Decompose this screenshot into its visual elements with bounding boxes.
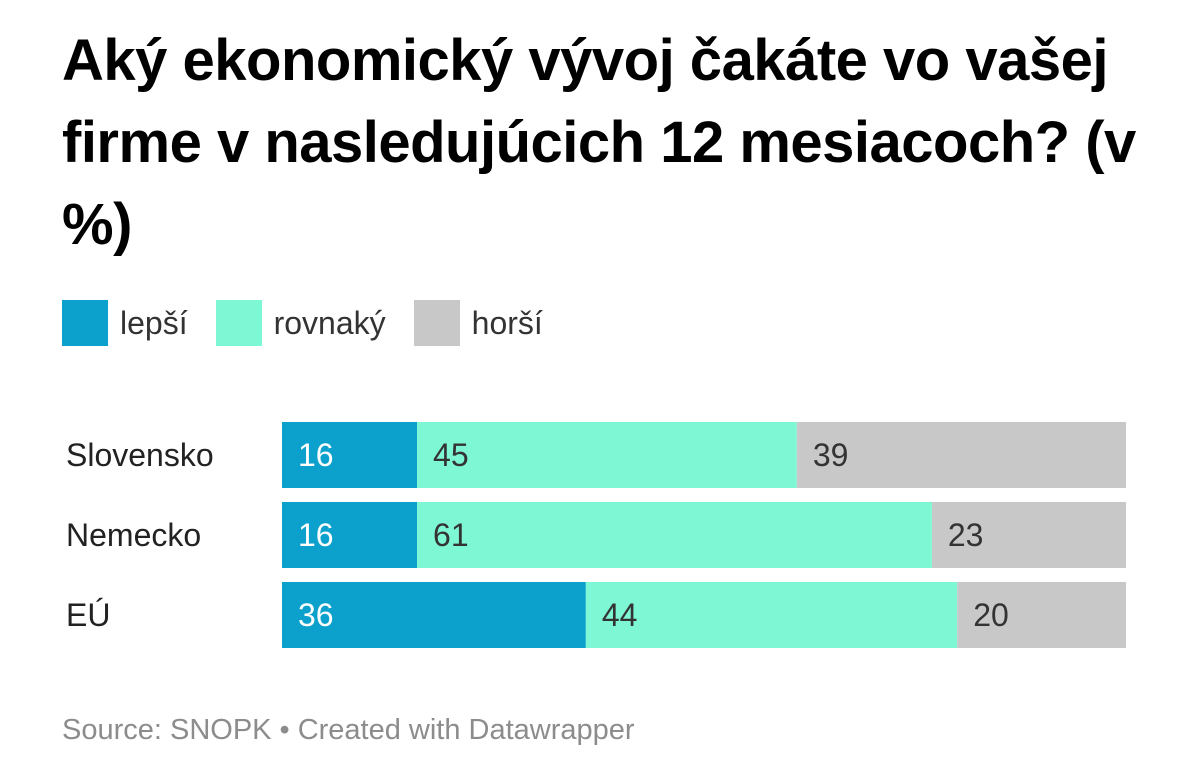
bar-eu-lepsi: [282, 582, 586, 648]
legend-item-lepsi: lepší: [62, 300, 188, 346]
bar-eu-horsi: [957, 582, 1126, 648]
category-label-eu: EÚ: [66, 597, 110, 633]
source-text: Source: SNOPK: [62, 714, 272, 746]
legend-swatch-horsi: [413, 300, 460, 346]
stacked-bar-chart: Slovensko 16 45 39 Nemecko 16 61 23 EÚ 36 44 20: [66, 422, 1126, 648]
legend-swatch-rovnaky: [215, 300, 262, 346]
chart-legend: lepší rovnaký horší: [62, 300, 571, 346]
chart-title: Aký ekonomický vývoj čakáte vo vašej fir…: [62, 28, 1136, 257]
value-label-eu-horsi: 20: [973, 597, 1009, 633]
bar-eu-rovnaky: [585, 582, 958, 648]
legend-label-horsi: horší: [471, 304, 543, 341]
value-label-eu-lepsi: 36: [298, 597, 334, 633]
chart-footer: Source: SNOPK • Created with Datawrapper: [62, 714, 635, 747]
footer-separator: •: [279, 714, 290, 746]
bar-nemecko-rovnaky: [417, 502, 932, 568]
value-label-nemecko-rovnaky: 61: [433, 517, 469, 553]
legend-item-horsi: horší: [413, 300, 543, 346]
category-label-slovensko: Slovensko: [66, 437, 214, 473]
legend-label-rovnaky: rovnaký: [273, 304, 386, 341]
credit-text: Created with Datawrapper: [297, 714, 635, 746]
bar-slovensko-horsi: [796, 422, 1126, 488]
value-label-eu-rovnaky: 44: [602, 597, 638, 633]
bar-slovensko-rovnaky: [417, 422, 797, 488]
bar-nemecko-lepsi: [282, 502, 418, 568]
value-label-nemecko-horsi: 23: [948, 517, 984, 553]
value-label-slovensko-lepsi: 16: [298, 437, 334, 473]
value-label-slovensko-horsi: 39: [813, 437, 849, 473]
bar-slovensko-lepsi: [282, 422, 418, 488]
legend-label-lepsi: lepší: [120, 304, 188, 341]
legend-swatch-lepsi: [62, 300, 108, 346]
value-label-slovensko-rovnaky: 45: [433, 437, 469, 473]
bar-nemecko-horsi: [931, 502, 1126, 568]
legend-item-rovnaky: rovnaký: [215, 300, 386, 346]
value-label-nemecko-lepsi: 16: [298, 517, 334, 553]
category-label-nemecko: Nemecko: [66, 517, 201, 553]
